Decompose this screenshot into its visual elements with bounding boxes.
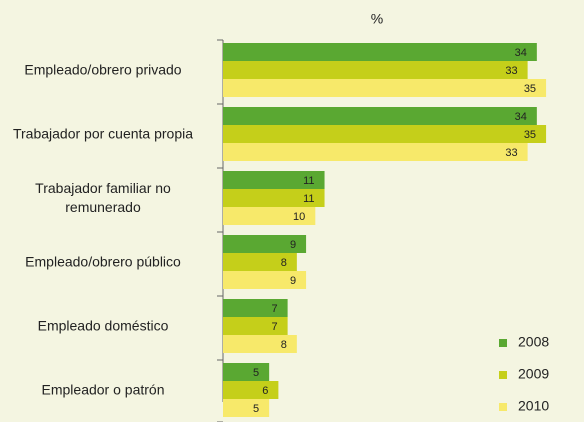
data-label: 5 [253, 403, 259, 415]
bar [223, 207, 316, 225]
legend-swatch [499, 403, 507, 411]
data-label: 34 [515, 111, 527, 123]
bar [223, 189, 325, 207]
y-tick-label: Empleado doméstico [37, 317, 169, 334]
data-label: 35 [524, 129, 536, 141]
legend-label: 2008 [518, 334, 549, 350]
bar [223, 125, 547, 143]
y-tick-label: Empleado/obrero público [25, 253, 181, 270]
bar [223, 299, 288, 317]
data-label: 6 [262, 385, 268, 397]
bar [223, 253, 297, 271]
data-label: 11 [303, 193, 314, 205]
data-label: 9 [290, 239, 296, 251]
bar [223, 235, 307, 253]
y-tick-label: Empleado/obrero privado [24, 61, 182, 78]
bar [223, 171, 325, 189]
data-label: 5 [253, 367, 259, 379]
y-tick-label: Trabajador por cuenta propia [12, 125, 194, 142]
legend-label: 2009 [518, 366, 549, 382]
data-label: 8 [281, 339, 287, 351]
legend-label: 2010 [518, 398, 549, 414]
data-label: 34 [515, 47, 527, 59]
data-label: 33 [505, 147, 517, 159]
bar [223, 107, 537, 125]
bar [223, 399, 270, 417]
bar [223, 143, 528, 161]
data-label: 35 [524, 83, 536, 95]
legend-swatch [499, 371, 507, 379]
bar [223, 61, 528, 79]
bar [223, 363, 270, 381]
data-label: 7 [271, 303, 277, 315]
data-label: 8 [281, 257, 287, 269]
bar [223, 317, 288, 335]
chart-title: % [371, 11, 383, 27]
y-tick-label: Empleador o patrón [41, 381, 165, 398]
data-label: 9 [290, 275, 296, 287]
data-label: 10 [293, 211, 305, 223]
bar [223, 43, 537, 61]
y-tick-label: Trabajador familiar no remunerado [35, 180, 171, 215]
legend-swatch [499, 339, 507, 347]
bar [223, 79, 547, 97]
bar [223, 335, 297, 353]
data-label: 33 [505, 65, 517, 77]
data-label: 7 [271, 321, 277, 333]
bar [223, 381, 279, 399]
data-label: 11 [303, 175, 314, 187]
bar [223, 271, 307, 289]
